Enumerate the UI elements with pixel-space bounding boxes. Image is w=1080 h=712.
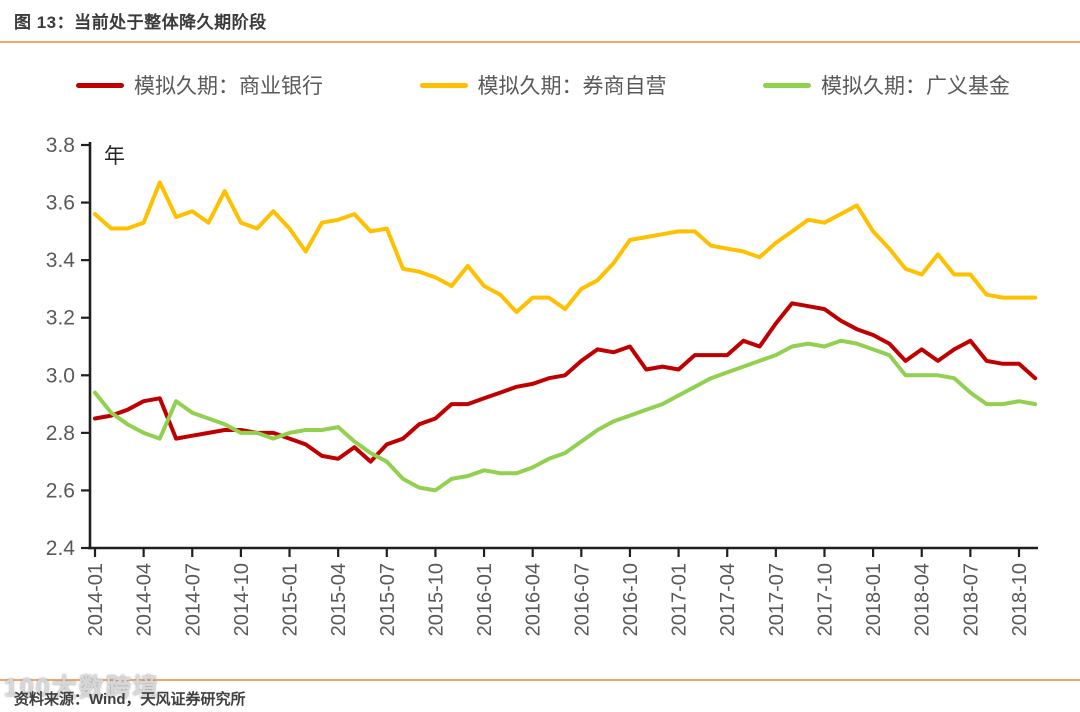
x-tick-label: 2017-04 (717, 563, 739, 636)
fund-line-swatch (763, 82, 811, 88)
x-tick-label: 2018-04 (912, 563, 934, 636)
y-tick-label: 3.6 (46, 192, 75, 215)
x-tick-label: 2015-01 (280, 563, 302, 636)
legend-label: 模拟久期：商业银行 (134, 75, 323, 98)
page-title: 图 13：当前处于整体降久期阶段 (14, 13, 267, 32)
broker-line-swatch (419, 82, 468, 88)
y-tick-label: 2.6 (46, 479, 75, 502)
series-line-1 (93, 180, 1038, 314)
series-line-0 (93, 301, 1038, 464)
x-tick-label: 2016-01 (474, 563, 496, 636)
legend-label: 模拟久期：券商自营 (477, 75, 667, 98)
y-tick-label: 3.0 (46, 364, 75, 387)
x-tick-label: 2014-04 (134, 563, 156, 636)
x-tick-label: 2016-10 (620, 563, 642, 636)
x-tick-label: 2014-01 (85, 563, 107, 636)
legend-item-fund: 模拟久期：广义基金 (763, 70, 1010, 100)
x-tick-label: 2016-04 (523, 563, 545, 636)
x-tick-label: 2017-07 (766, 563, 788, 636)
legend-label: 模拟久期：广义基金 (821, 75, 1010, 98)
x-tick-label: 2014-10 (231, 563, 253, 636)
y-tick-label: 3.4 (46, 249, 76, 272)
x-tick-label: 2018-10 (1009, 563, 1031, 636)
chart-legend: 模拟久期：商业银行 模拟久期：券商自营 模拟久期：广义基金 (0, 70, 1080, 100)
series-line-2 (93, 338, 1038, 493)
x-tick-label: 2015-07 (377, 563, 399, 636)
x-tick-label: 2018-01 (863, 563, 885, 636)
x-tick-label: 2018-07 (960, 563, 982, 636)
legend-item-broker: 模拟久期：券商自营 (419, 70, 667, 100)
bank-line-swatch (76, 82, 124, 88)
x-tick-label: 2016-07 (571, 563, 593, 636)
footer-divider (0, 679, 1080, 681)
y-tick-label: 2.4 (46, 537, 76, 560)
x-tick-label: 2015-10 (425, 563, 447, 636)
x-tick-label: 2017-10 (814, 563, 836, 636)
y-unit-label: 年 (104, 145, 125, 168)
x-tick-label: 2014-07 (182, 563, 204, 636)
y-tick-label: 3.8 (46, 134, 75, 157)
x-tick-label: 2015-04 (328, 563, 350, 636)
source-note: 资料来源：Wind，天风证券研究所 (14, 691, 246, 708)
x-tick-label: 2017-01 (669, 563, 691, 636)
y-tick-label: 3.2 (46, 307, 75, 330)
legend-item-bank: 模拟久期：商业银行 (76, 70, 323, 100)
y-tick-label: 2.8 (46, 422, 75, 445)
title-divider (0, 41, 1080, 43)
